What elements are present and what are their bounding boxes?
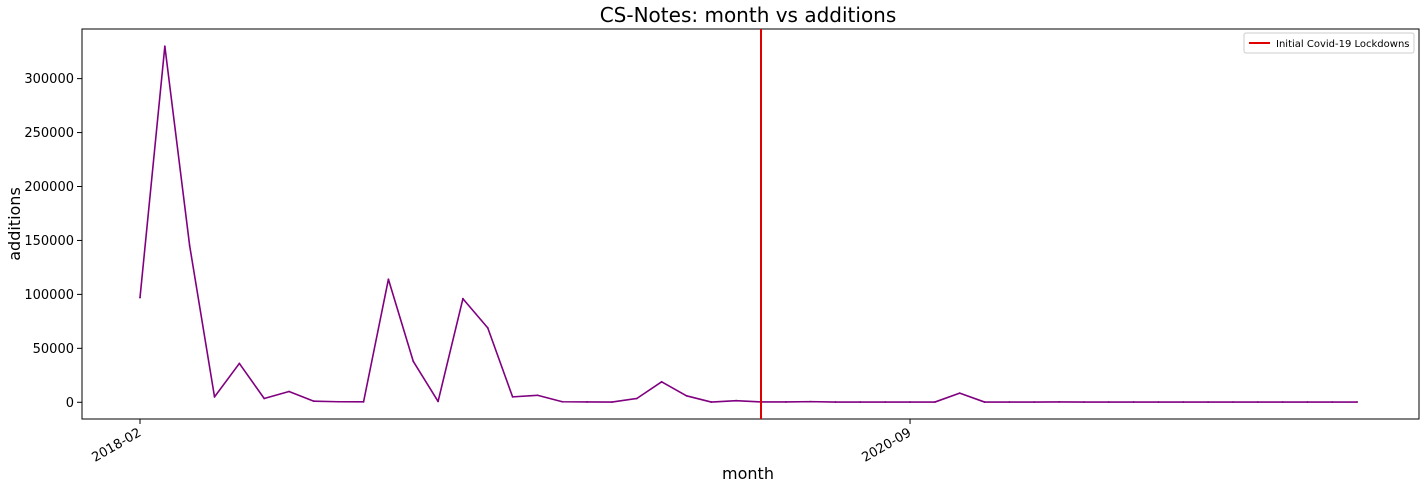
series-group bbox=[139, 45, 1359, 403]
data-point bbox=[263, 397, 266, 400]
data-point bbox=[1107, 401, 1110, 403]
data-point bbox=[536, 394, 539, 397]
data-point bbox=[834, 401, 837, 403]
data-point bbox=[238, 362, 241, 365]
data-point bbox=[1232, 401, 1234, 403]
data-point bbox=[213, 395, 216, 398]
data-point bbox=[1306, 401, 1309, 403]
data-point bbox=[1281, 401, 1284, 403]
data-point bbox=[462, 297, 464, 300]
y-tick-label: 200000 bbox=[24, 180, 74, 195]
data-point bbox=[1356, 401, 1359, 403]
data-point bbox=[909, 401, 911, 403]
data-point bbox=[1256, 401, 1259, 403]
data-point bbox=[1033, 401, 1036, 403]
data-point bbox=[188, 244, 191, 247]
y-tick-label: 0 bbox=[66, 396, 74, 411]
data-point bbox=[337, 400, 340, 403]
data-point bbox=[561, 400, 564, 403]
data-point bbox=[1008, 401, 1011, 403]
data-point bbox=[685, 394, 688, 397]
legend-label-lockdown: Initial Covid-19 Lockdowns bbox=[1276, 39, 1410, 50]
data-point bbox=[586, 401, 589, 403]
data-point bbox=[486, 326, 489, 329]
y-axis-ticks: 0 50000 100000 150000 200000 250000 300000 bbox=[24, 72, 82, 411]
data-point bbox=[511, 395, 514, 398]
data-point bbox=[660, 380, 663, 383]
legend-box bbox=[1243, 32, 1415, 54]
y-tick-label: 150000 bbox=[24, 234, 74, 249]
y-tick-label: 100000 bbox=[24, 288, 74, 303]
data-point bbox=[288, 390, 290, 393]
data-point bbox=[362, 400, 365, 403]
y-tick-label: 50000 bbox=[33, 342, 74, 357]
data-point bbox=[1207, 401, 1210, 403]
data-point bbox=[735, 399, 738, 402]
y-tick-label: 300000 bbox=[24, 72, 74, 87]
data-point bbox=[1132, 401, 1135, 403]
series-line-0 bbox=[139, 45, 1358, 403]
data-point bbox=[635, 397, 638, 400]
data-point bbox=[412, 360, 415, 363]
data-point bbox=[1157, 401, 1160, 403]
data-point bbox=[859, 401, 862, 403]
plot-frame bbox=[81, 28, 1420, 420]
data-point bbox=[933, 401, 936, 403]
chart-title: CS-Notes: month vs additions bbox=[600, 3, 897, 27]
legend: Initial Covid-19 Lockdowns bbox=[1243, 32, 1415, 54]
y-axis-label: additions bbox=[5, 187, 24, 261]
y-tick-label: 250000 bbox=[24, 126, 74, 141]
data-point bbox=[1083, 401, 1085, 403]
data-point bbox=[139, 296, 141, 299]
data-point bbox=[1331, 401, 1334, 403]
data-point bbox=[1182, 401, 1185, 403]
data-point bbox=[163, 45, 166, 48]
data-point bbox=[884, 401, 887, 403]
data-point bbox=[387, 278, 390, 281]
data-point bbox=[983, 401, 986, 403]
data-point bbox=[958, 392, 961, 395]
data-point bbox=[809, 400, 812, 403]
data-point bbox=[312, 400, 315, 403]
data-point bbox=[710, 401, 713, 403]
data-point bbox=[437, 400, 439, 403]
x-axis-label: month bbox=[722, 464, 774, 483]
data-point bbox=[611, 401, 613, 403]
data-point bbox=[784, 401, 787, 403]
data-point bbox=[1058, 401, 1060, 403]
